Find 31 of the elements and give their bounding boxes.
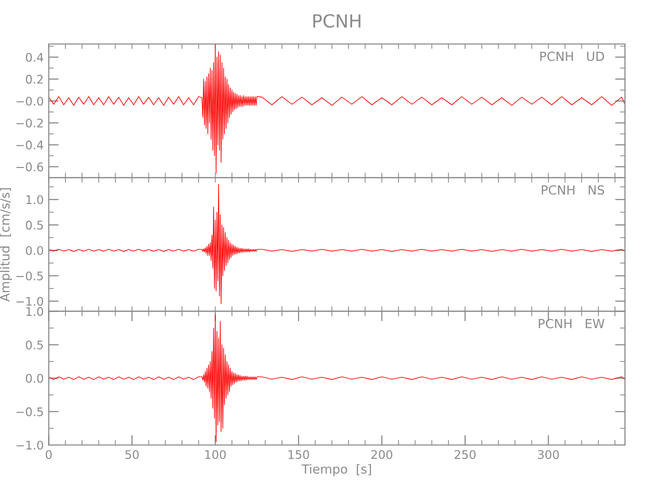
x-tick-label: 200 <box>371 450 392 459</box>
y-tick-label: −0.0 <box>16 96 44 106</box>
y-tick-label: 0.2 <box>26 74 43 84</box>
y-tick-label: 0.5 <box>26 340 43 350</box>
y-tick-label: −0.6 <box>16 162 44 172</box>
y-tick-label: 1.0 <box>26 195 44 204</box>
y-tick-label: 0.0 <box>26 246 44 255</box>
chart-title: PCNH <box>313 14 360 28</box>
y-tick-label: −1.0 <box>16 440 44 450</box>
y-tick-label: −0.5 <box>16 407 43 416</box>
y-axis-title: Amplitud [cm/s/s] <box>0 188 12 302</box>
y-tick-label: −1.0 <box>16 296 44 306</box>
y-tick-label: −0.2 <box>16 118 43 128</box>
y-tick-label: 0.0 <box>26 374 44 383</box>
y-tick-label: −0.4 <box>16 140 44 150</box>
line-series <box>48 314 625 442</box>
x-tick-label: 0 <box>46 450 52 459</box>
line-series <box>48 184 625 304</box>
y-tick-label: −0.5 <box>16 271 43 280</box>
x-tick-label: 100 <box>205 450 226 459</box>
x-axis-title: Tiempo [s] <box>302 464 371 476</box>
annotation: PCNH UD <box>540 52 604 61</box>
annotation: PCNH EW <box>538 318 604 328</box>
x-tick-label: 250 <box>454 450 476 459</box>
x-tick-label: 50 <box>125 450 139 459</box>
y-tick-label: 1.0 <box>26 307 44 316</box>
x-tick-label: 150 <box>288 450 310 459</box>
annotation: PCNH NS <box>542 185 604 195</box>
y-tick-label: 0.5 <box>26 220 43 230</box>
y-tick-label: 0.4 <box>26 52 44 62</box>
x-tick-label: 300 <box>538 450 559 459</box>
